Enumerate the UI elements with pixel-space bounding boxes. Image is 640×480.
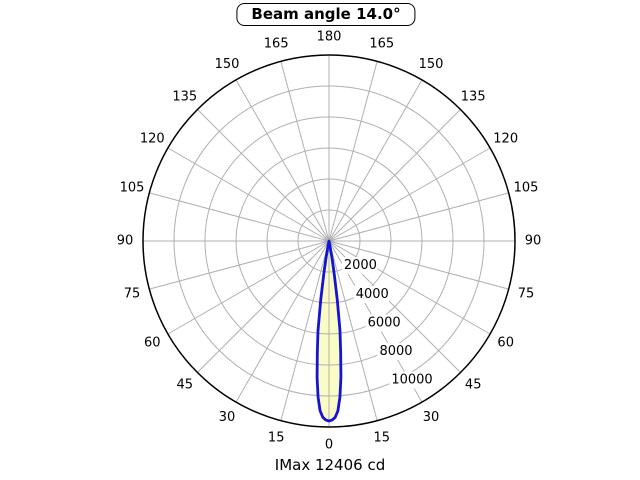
angle-tick-label: 60	[144, 336, 161, 351]
r-tick-label-bg	[353, 285, 390, 303]
grid-ray	[235, 79, 330, 242]
angle-tick-label: 135	[461, 89, 486, 104]
r-tick-label-bg	[377, 343, 413, 361]
r-tick-label-bg	[389, 371, 433, 389]
grid-ray	[167, 240, 330, 335]
grid-ray	[280, 240, 330, 421]
angle-tick-label: 15	[374, 431, 391, 446]
outer-circle	[142, 54, 516, 428]
grid-ray	[149, 240, 330, 290]
grid-ray	[280, 61, 330, 242]
angle-tick-label: 60	[497, 336, 514, 351]
r-tick-label-bg	[365, 314, 401, 332]
angle-tick-label: 30	[423, 410, 440, 425]
grid-ray	[235, 240, 330, 403]
angle-tick-label: 120	[140, 132, 165, 147]
angle-tick-label: 165	[369, 37, 394, 52]
grid-ray	[328, 240, 509, 290]
r-tick-label: 6000	[368, 315, 401, 330]
beam-lobe-outline	[315, 239, 343, 423]
grid-ray	[328, 79, 423, 242]
grid-ray	[197, 109, 330, 242]
r-tick-label: 10000	[391, 373, 432, 388]
r-tick-label: 8000	[379, 344, 412, 359]
angle-tick-label: 15	[268, 431, 285, 446]
grid-ray	[328, 147, 491, 242]
grid-ray	[167, 147, 330, 242]
angle-tick-label: 30	[219, 410, 236, 425]
angle-tick-label: 105	[514, 181, 539, 196]
angle-tick-label: 90	[525, 234, 542, 249]
angle-tick-label: 165	[264, 37, 289, 52]
angle-tick-label: 180	[317, 30, 342, 45]
angle-tick-label: 75	[124, 286, 141, 301]
grid-ray	[328, 61, 378, 242]
grid-ray	[149, 192, 330, 242]
angle-tick-label: 45	[177, 378, 194, 393]
angle-tick-label: 45	[465, 378, 482, 393]
grid-ray	[328, 240, 491, 335]
angle-tick-label: 120	[493, 132, 518, 147]
grid-ray	[328, 240, 378, 421]
grid-ray	[197, 240, 330, 373]
imax-label: IMax 12406 cd	[274, 456, 386, 474]
angle-tick-label: 150	[215, 57, 240, 72]
angle-tick-label: 105	[120, 181, 145, 196]
angle-tick-label: 75	[518, 286, 535, 301]
r-tick-label-bg	[341, 257, 378, 275]
angle-tick-label: 0	[325, 438, 333, 453]
grid-ray	[328, 192, 509, 242]
grid-ray	[328, 109, 461, 242]
angle-tick-label: 135	[172, 89, 197, 104]
r-tick-label: 4000	[356, 287, 389, 302]
r-tick-label: 2000	[344, 258, 377, 273]
chart-title: Beam angle 14.0°	[236, 3, 416, 26]
angle-tick-label: 90	[117, 234, 134, 249]
angle-tick-label: 150	[419, 57, 444, 72]
